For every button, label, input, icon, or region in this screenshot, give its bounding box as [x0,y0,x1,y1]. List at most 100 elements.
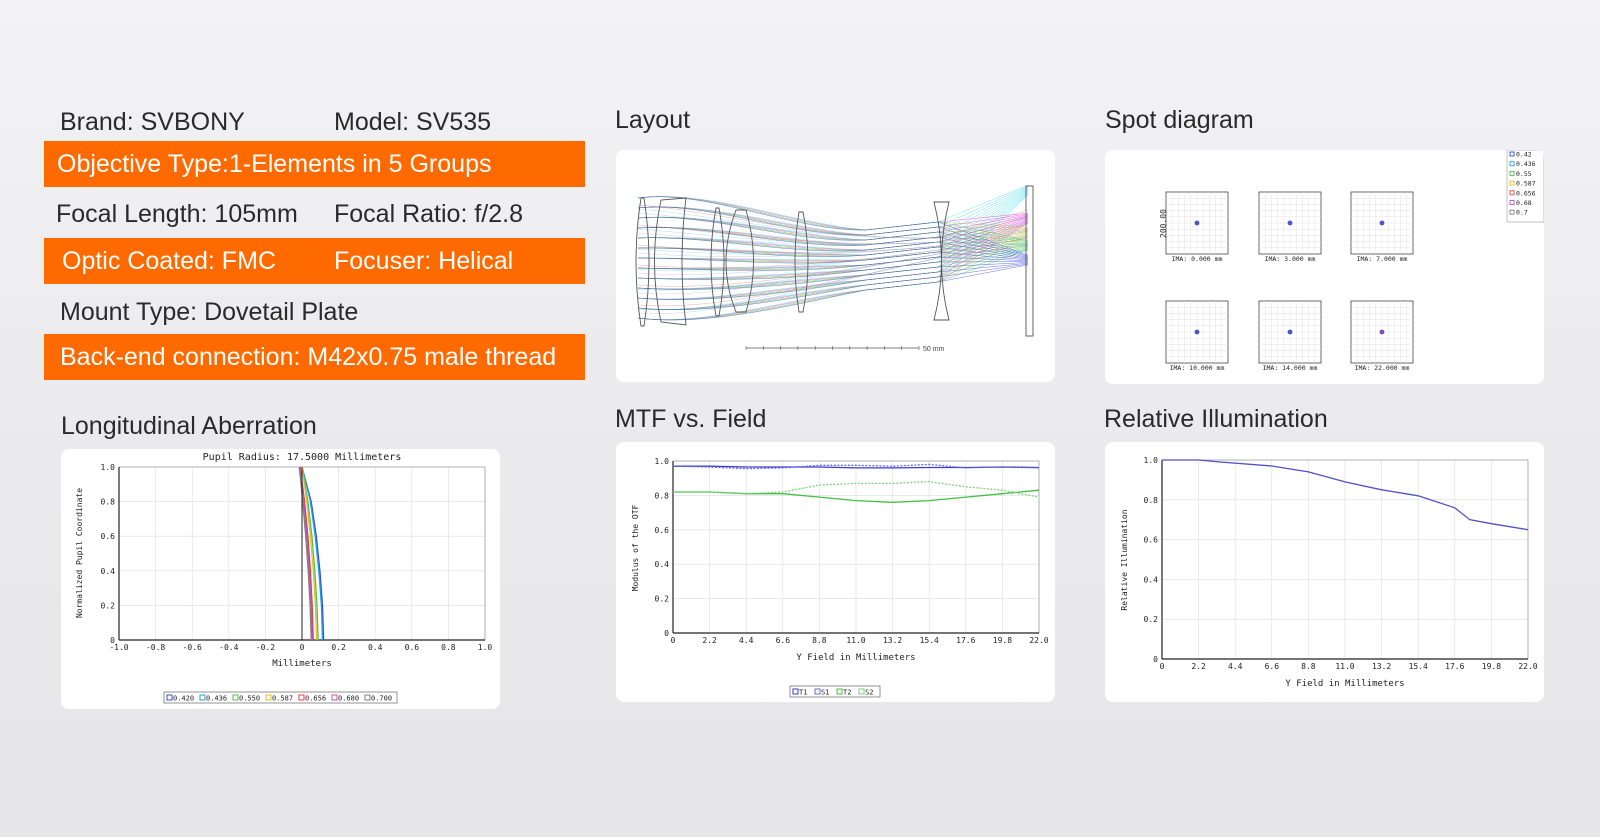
illumination-title: Relative Illumination [1104,405,1328,433]
legend-swatch [836,688,843,695]
optic-coated-label: Optic Coated: FMC [62,247,276,275]
spot-legend-entry: 0.42 [1516,151,1532,159]
mtf-chart: 0 2.2 4.4 6.6 8.8 11.0 13.2 15.4 17.6 19.8 22.0 0 0.… [631,457,1049,698]
y-tick-label: 0 [664,629,669,638]
lens-element [710,207,725,317]
x-tick-label: 0.2 [331,643,346,652]
ray-line [637,196,1029,256]
legend-entry: 0.656 [305,695,326,703]
spot-dot [1194,220,1200,226]
spot-field-label: IMA: 7.000 mm [1357,255,1408,263]
series-line [1162,459,1529,531]
spot-legend-swatch [1509,151,1515,157]
spot-field-label: IMA: 10.000 mm [1170,364,1225,372]
ray-line [637,228,1029,245]
y-tick-label: 0.4 [1144,575,1159,584]
x-tick-label: 19.8 [993,636,1012,645]
legend-swatch [858,688,865,695]
x-tick-label: 8.8 [1301,662,1316,671]
spot-legend-entry: 0.68 [1516,199,1532,207]
x-tick-label: 0.8 [441,643,456,652]
legend-swatch [232,694,239,701]
spec-row-focal: Focal Length: 105mm Focal Ratio: f/2.8 [44,191,585,237]
spot-legend-swatch [1509,180,1515,186]
scale-ticks [745,346,920,350]
spot-legend-entry: 0.55 [1516,170,1532,178]
ray-line [637,242,1029,275]
legend-entry: S2 [865,689,873,697]
spot-legend-entry: 0.587 [1516,180,1536,188]
x-tick-label: 6.6 [1265,662,1280,671]
series-line [301,466,324,641]
spot-legend-entry: 0.436 [1516,160,1536,168]
y-tick-label: 0.2 [101,601,116,610]
y-tick-label: 0.6 [1144,536,1159,545]
series-line [301,466,319,641]
spot-legend-swatch [1509,190,1515,196]
x-tick-label: 11.0 [1335,662,1354,671]
x-tick-label: 11.0 [846,636,865,645]
x-tick-label: 6.6 [776,636,791,645]
spot-field-label: IMA: 22.000 mm [1355,364,1410,372]
layout-panel: 50 mm [616,150,1055,382]
legend-swatch [298,694,305,701]
x-tick-label: 2.2 [702,636,717,645]
focal-ratio-label: Focal Ratio: f/2.8 [334,200,523,228]
y-tick-label: 0.2 [1144,615,1159,624]
x-tick-label: 17.6 [1445,662,1464,671]
x-tick-label: 8.8 [812,636,827,645]
spot-legend-entry: 0.7 [1516,209,1528,217]
legend-entry: S1 [821,689,829,697]
legend-entry: T1 [799,689,807,697]
spot-panel: IMA: 0.000 mm IMA: 3.000 mm IMA: 7.000 mm I… [1105,150,1544,384]
spot-legend-entry: 0.656 [1516,189,1536,197]
spot-legend-swatch [1509,200,1515,205]
x-tick-label: 4.4 [739,636,754,645]
spot-field-label: IMA: 14.000 mm [1263,364,1318,372]
longitudinal-panel: Pupil Radius: 17.5000 Millimeters -1.0 -0… [61,449,500,709]
focal-length-label: Focal Length: 105mm [56,200,298,228]
legend-entry: 0.700 [371,695,392,703]
y-tick-label: 0 [110,636,115,645]
x-tick-label: 0.6 [405,643,420,652]
focuser-label: Focuser: Helical [334,247,514,275]
y-tick-label: 0.4 [101,567,116,576]
legend-swatch [364,694,371,701]
x-tick-label: 22.0 [1029,636,1048,645]
y-axis-label: Modulus of the OTF [631,504,640,591]
legend-entry: 0.550 [239,695,260,703]
ray-line [637,249,1029,295]
x-axis-label: Y Field in Millimeters [796,653,915,663]
y-tick-label: 0.4 [655,560,670,569]
x-tick-label: -0.2 [256,643,275,652]
spec-row-objective: Objective Type:1-Elements in 5 Groups [44,141,585,187]
ray-line [637,246,1029,260]
x-tick-label: -0.6 [183,643,202,652]
x-tick-label: 15.4 [1409,662,1428,671]
y-tick-label: 0.8 [655,491,670,500]
spot-dot [1379,220,1385,226]
x-tick-label: -0.8 [146,643,165,652]
ray-line [637,196,1029,231]
x-tick-label: 4.4 [1228,662,1243,671]
mtf-title: MTF vs. Field [615,405,767,433]
ray-line [637,264,1029,321]
x-tick-label: 19.8 [1482,662,1501,671]
layout-diagram: 50 mm [635,184,1034,353]
y-tick-label: 0.8 [101,498,116,507]
x-tick-label: 22.0 [1518,662,1537,671]
ray-line [637,262,1029,300]
series-line [299,466,313,641]
x-tick-label: 0.4 [368,643,383,652]
spot-scale-label: 200.00 [1159,209,1168,238]
y-tick-label: 0.6 [655,526,670,535]
objective-type-label: Objective Type:1-Elements in 5 Groups [57,150,492,178]
ray-line [637,212,1029,239]
mtf-panel: 0 2.2 4.4 6.6 8.8 11.0 13.2 15.4 17.6 19.8 22.0 0 0.… [616,442,1055,702]
x-axis-label: Y Field in Millimeters [1285,679,1404,689]
y-axis-label: Normalized Pupil Coordinate [75,488,84,618]
legend-swatch [331,694,338,701]
legend-box [789,685,881,698]
y-tick-label: 1.0 [655,457,670,466]
illumination-chart: 0 2.2 4.4 6.6 8.8 11.0 13.2 15.4 17.6 19.8 22.0 0 0.… [1120,456,1538,689]
